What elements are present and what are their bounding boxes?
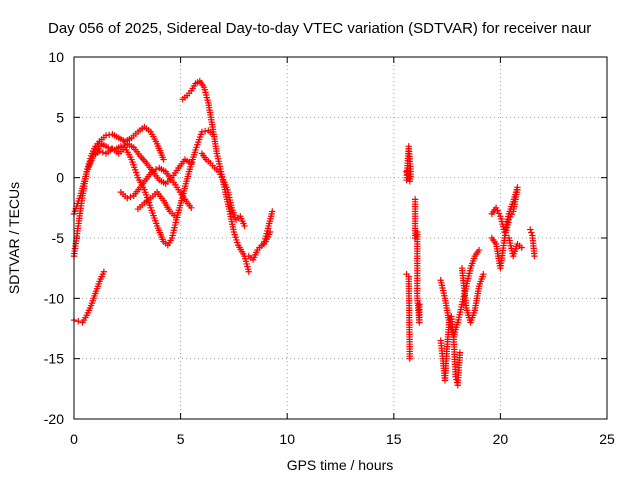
data-point-marker — [124, 194, 131, 202]
data-point-marker — [245, 268, 253, 275]
y-tick-label: 5 — [56, 109, 64, 125]
data-point-marker — [241, 222, 248, 230]
data-point-marker — [217, 171, 224, 178]
data-point-marker — [518, 244, 525, 251]
data-point-marker — [215, 168, 223, 175]
data-point-marker — [527, 226, 534, 233]
data-point-marker — [507, 213, 514, 221]
x-tick-label: 25 — [599, 431, 615, 447]
data-point-marker — [528, 229, 535, 236]
data-point-marker — [531, 252, 538, 260]
data-point-marker — [160, 156, 167, 163]
plot-frame — [73, 56, 608, 420]
x-tick-label: 15 — [386, 431, 402, 447]
data-point-marker — [492, 204, 500, 212]
x-axis-label: GPS time / hours — [287, 457, 394, 473]
chart-title: Day 056 of 2025, Sidereal Day-to-day VTE… — [48, 20, 591, 37]
y-tick-label: 0 — [56, 170, 64, 186]
x-tick-label: 10 — [279, 431, 295, 447]
data-point-marker — [508, 211, 515, 218]
data-point-marker — [127, 193, 134, 201]
data-point-marker — [416, 301, 423, 308]
data-point-marker — [403, 176, 410, 184]
data-point-marker — [188, 159, 195, 167]
data-point-marker — [475, 246, 483, 254]
data-point-marker — [188, 204, 195, 212]
grid — [74, 57, 607, 419]
data-point-marker — [75, 318, 82, 325]
y-tick-label: -20 — [44, 411, 64, 427]
x-tick-label: 5 — [177, 431, 185, 447]
data-point-marker — [100, 268, 108, 275]
data-point-marker — [105, 131, 113, 139]
data-point-marker — [514, 186, 521, 193]
x-tick-label: 20 — [493, 431, 509, 447]
data-point-marker — [149, 167, 157, 174]
data-point-marker — [173, 214, 180, 221]
data-point-marker — [198, 128, 206, 136]
data-point-marker — [495, 210, 503, 217]
x-tick-label: 0 — [70, 431, 78, 447]
y-tick-label: -15 — [44, 351, 64, 367]
data-point-marker — [117, 143, 125, 150]
y-tick-label: -10 — [44, 290, 64, 306]
data-point-marker — [269, 208, 276, 215]
data-point-marker — [505, 216, 513, 224]
axis-ticks: 0 5 10 15 20 25 -20 -15 -10 -5 0 5 10 — [44, 49, 615, 447]
data-point-marker — [494, 207, 501, 214]
data-point-marker — [266, 228, 274, 236]
data-point-marker — [102, 132, 110, 139]
y-tick-label: 10 — [48, 49, 64, 65]
data-point-marker — [201, 128, 209, 135]
data-point-marker — [456, 349, 464, 356]
data-point-marker — [104, 144, 112, 151]
data-point-marker — [218, 174, 226, 181]
data-point-marker — [406, 355, 413, 362]
data-point-marker — [480, 271, 487, 278]
y-axis-label: SDTVAR / TECUs — [6, 182, 22, 294]
data-points — [70, 77, 538, 389]
y-tick-label: -5 — [52, 230, 65, 246]
